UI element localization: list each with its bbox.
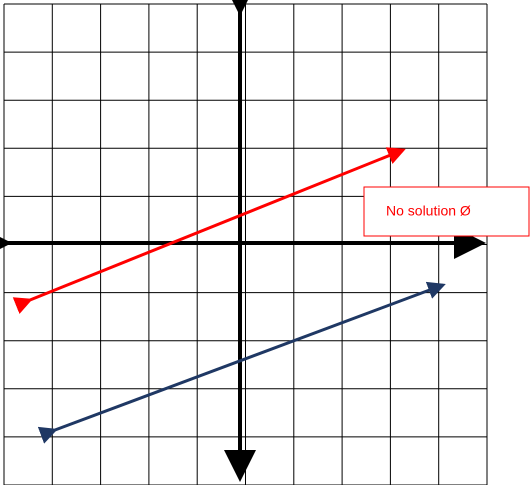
label-box xyxy=(363,186,530,237)
annotation-label: No solution Ø xyxy=(386,203,471,219)
red-line xyxy=(12,147,406,314)
blue-line xyxy=(37,281,446,444)
